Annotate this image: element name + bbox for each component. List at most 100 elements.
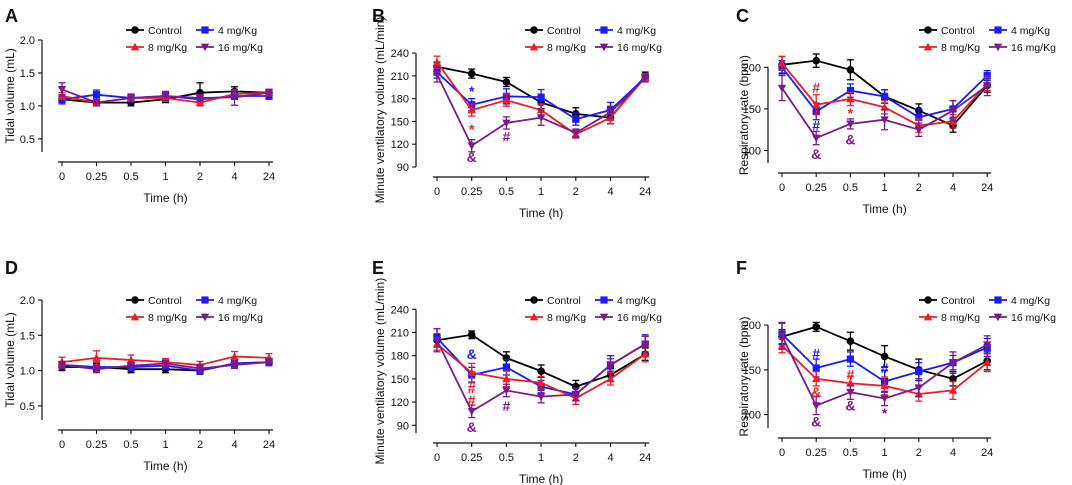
- data-point: [195, 94, 205, 103]
- legend-label: 8 mg/Kg: [941, 312, 980, 324]
- x-axis-title: Time (h): [143, 191, 187, 205]
- x-tick-label: 4: [950, 182, 956, 194]
- series-16-mg-kg: [57, 82, 274, 107]
- significance-mark: #: [503, 129, 511, 145]
- x-tick-label: 24: [981, 447, 993, 459]
- legend-marker: [993, 43, 1003, 52]
- legend-label: 16 mg/Kg: [218, 42, 263, 54]
- y-tick-label: 2.0: [20, 295, 35, 307]
- legend-label: 16 mg/Kg: [1011, 42, 1056, 54]
- data-point: [467, 105, 476, 114]
- legend-label: 8 mg/Kg: [148, 42, 187, 54]
- x-tick-label: 1: [538, 452, 544, 464]
- y-tick-label: 180: [391, 94, 409, 106]
- x-tick-label: 0: [434, 186, 440, 198]
- data-point: [880, 395, 889, 403]
- y-axis-title: Tidal volume (mL): [3, 312, 17, 408]
- legend-marker: [130, 42, 140, 51]
- significance-mark: &: [811, 146, 821, 162]
- data-point: [949, 374, 957, 383]
- significance-mark: #: [812, 346, 820, 362]
- y-tick-label: 180: [391, 351, 409, 363]
- x-tick-label: 1: [162, 171, 168, 183]
- significance-mark: &: [811, 414, 821, 430]
- legend-marker: [201, 296, 209, 304]
- y-tick-label: 90: [397, 162, 409, 174]
- significance-mark: &: [845, 398, 855, 414]
- data-point: [161, 92, 170, 101]
- y-tick-label: 120: [391, 397, 409, 409]
- x-tick-label: 0: [434, 452, 440, 464]
- legend-marker: [994, 26, 1002, 34]
- legend-marker: [530, 26, 538, 34]
- legend-label: 16 mg/Kg: [617, 312, 662, 324]
- y-tick-label: 150: [391, 116, 409, 128]
- legend-label: 16 mg/Kg: [1011, 312, 1056, 324]
- legend-label: 4 mg/Kg: [218, 25, 257, 37]
- significance-mark: *: [469, 83, 475, 99]
- data-point: [812, 134, 821, 143]
- data-point: [230, 352, 239, 360]
- x-tick-label: 0.5: [499, 452, 514, 464]
- y-tick-label: 120: [391, 139, 409, 151]
- panel-letter: B: [372, 6, 385, 26]
- data-point: [467, 407, 476, 416]
- data-point: [467, 330, 476, 339]
- data-point: [432, 336, 442, 345]
- legend-marker: [201, 26, 209, 34]
- y-tick-label: 240: [391, 48, 409, 60]
- data-point: [230, 361, 239, 370]
- data-point: [502, 374, 511, 383]
- legend-marker: [200, 43, 210, 52]
- significance-mark: *: [848, 105, 854, 121]
- legend: Control 4 mg/Kg 8 mg/Kg 16 mg/Kg: [525, 295, 662, 324]
- legend-label: 4 mg/Kg: [617, 295, 656, 307]
- significance-mark: #: [812, 118, 820, 134]
- data-point: [914, 126, 923, 134]
- x-tick-label: 0.5: [843, 182, 858, 194]
- x-tick-label: 0: [59, 171, 65, 183]
- series-16-mg-kg: [777, 74, 992, 146]
- significance-mark: #: [468, 380, 476, 396]
- data-point: [537, 93, 545, 101]
- data-point: [777, 84, 787, 93]
- x-tick-label: 24: [639, 452, 651, 464]
- x-tick-label: 0.25: [461, 186, 482, 198]
- legend-label: 4 mg/Kg: [617, 25, 656, 37]
- x-tick-label: 0: [779, 182, 785, 194]
- legend-marker: [131, 296, 139, 304]
- data-point: [846, 388, 855, 397]
- x-tick-label: 4: [950, 447, 956, 459]
- legend-marker: [923, 312, 933, 321]
- data-point: [126, 94, 136, 103]
- x-tick-label: 2: [916, 182, 922, 194]
- legend-marker: [599, 43, 609, 52]
- x-axis-title: Time (h): [143, 459, 187, 473]
- significance-mark: #: [503, 398, 511, 414]
- legend-label: 4 mg/Kg: [1011, 295, 1050, 307]
- significance-mark: #: [847, 366, 855, 382]
- legend-marker: [130, 312, 140, 321]
- legend-marker: [924, 296, 932, 304]
- data-point: [914, 384, 923, 392]
- y-tick-label: 210: [391, 71, 409, 83]
- legend: Control 4 mg/Kg 8 mg/Kg 16 mg/Kg: [919, 295, 1056, 324]
- significance-mark: #: [468, 392, 476, 408]
- data-point: [606, 374, 615, 383]
- x-tick-label: 1: [538, 186, 544, 198]
- legend: Control 4 mg/Kg 8 mg/Kg 16 mg/Kg: [525, 25, 662, 54]
- data-point: [264, 358, 274, 367]
- data-point: [502, 78, 511, 86]
- data-point: [777, 332, 787, 341]
- legend-marker: [200, 313, 210, 322]
- x-tick-label: 2: [573, 452, 579, 464]
- data-point: [777, 58, 787, 67]
- data-point: [536, 393, 546, 401]
- significance-mark: #: [812, 79, 820, 95]
- y-tick-label: 2.0: [20, 35, 35, 47]
- legend-label: 16 mg/Kg: [218, 312, 263, 324]
- significance-mark: &: [467, 346, 477, 362]
- data-point: [983, 358, 992, 367]
